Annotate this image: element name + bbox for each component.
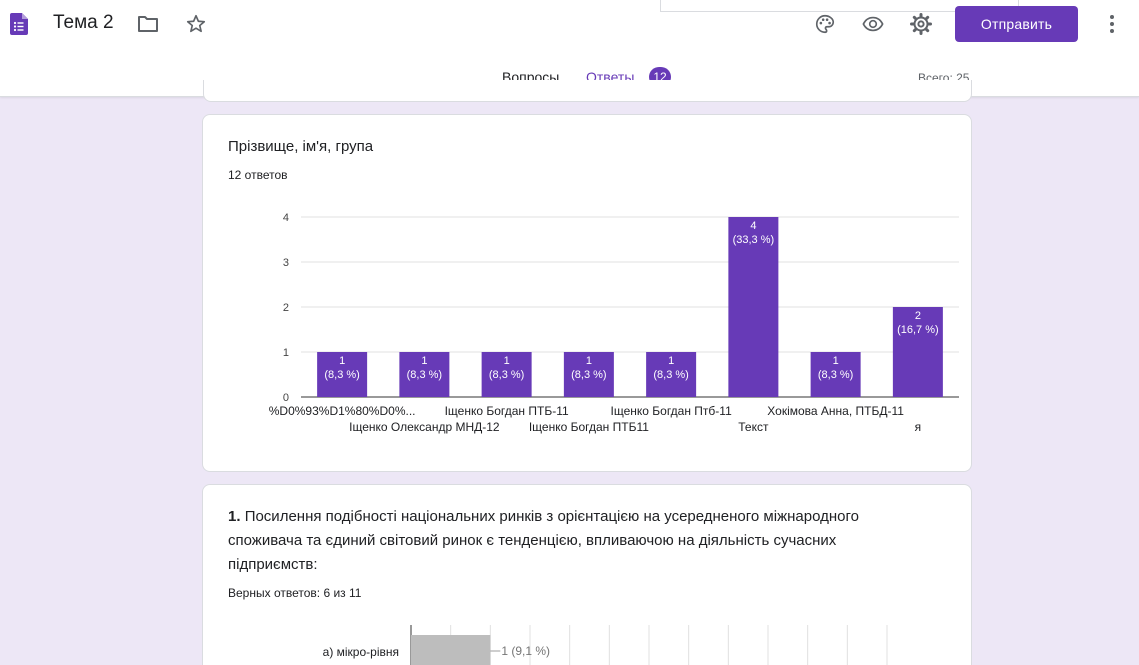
bar bbox=[892, 307, 943, 397]
x-tick-label: %D0%93%D1%80%D0%... bbox=[269, 404, 416, 418]
y-tick-label: 3 bbox=[283, 257, 289, 269]
bar bbox=[728, 217, 779, 397]
bar-percent-label: (33,3 %) bbox=[733, 234, 775, 246]
bar-percent-label: (8,3 %) bbox=[407, 369, 442, 381]
gear-icon[interactable] bbox=[909, 12, 933, 36]
bar-value-label: 1 bbox=[504, 355, 510, 367]
bar-value-label: 1 bbox=[668, 355, 674, 367]
bar-percent-label: (16,7 %) bbox=[897, 324, 939, 336]
bar-percent-label: (8,3 %) bbox=[653, 369, 688, 381]
response-count: 12 ответов bbox=[228, 168, 288, 182]
question-number: 1. bbox=[228, 508, 241, 525]
bar-value-label: 1 bbox=[833, 355, 839, 367]
bar bbox=[411, 635, 491, 665]
x-tick-label: Іщенко Олександр МНД-12 bbox=[349, 420, 500, 434]
bar bbox=[317, 352, 368, 397]
question-title: 1. Посилення подібності національних рин… bbox=[228, 505, 918, 577]
form-title[interactable]: Тема 2 bbox=[53, 12, 114, 33]
eye-icon[interactable] bbox=[861, 12, 885, 36]
question-card-1: 1. Посилення подібності національних рин… bbox=[202, 484, 972, 665]
bar-percent-label: (8,3 %) bbox=[818, 369, 853, 381]
question-text: Посилення подібності національних ринків… bbox=[228, 508, 859, 573]
palette-icon[interactable] bbox=[813, 12, 837, 36]
x-tick-label: Іщенко Богдан ПТБ11 bbox=[529, 420, 649, 434]
star-icon[interactable] bbox=[184, 12, 208, 36]
x-tick-label: Іщенко Богдан ПТБ-11 bbox=[445, 404, 569, 418]
correct-answers-count: Верных ответов: 6 из 11 bbox=[228, 586, 362, 600]
x-tick-label: Іщенко Богдан Птб-11 bbox=[611, 404, 733, 418]
send-button[interactable]: Отправить bbox=[955, 6, 1078, 42]
more-vert-icon[interactable] bbox=[1100, 12, 1124, 36]
bar bbox=[481, 352, 532, 397]
question-card-name: Прізвище, ім'я, група 12 ответов 0 1 2 3 4 1 (… bbox=[202, 114, 972, 472]
folder-icon[interactable] bbox=[136, 12, 160, 36]
bar-percent-label: (8,3 %) bbox=[571, 369, 606, 381]
y-tick-label: 1 bbox=[283, 347, 289, 359]
y-tick-label: 0 bbox=[283, 392, 289, 404]
responses-bar-chart: 0 1 2 3 4 1 (8,3 %) %D0%93%D1%80%D0%... 1 (8,3 %)… bbox=[269, 212, 959, 434]
y-category-label: а) мікро-рівня bbox=[323, 645, 399, 659]
previous-card bbox=[203, 80, 972, 102]
y-tick-label: 4 bbox=[283, 212, 289, 224]
x-tick-label: я bbox=[915, 420, 922, 434]
forms-doc-icon[interactable] bbox=[10, 13, 28, 35]
bar-value-label: 1 bbox=[586, 355, 592, 367]
question-title: Прізвище, ім'я, група bbox=[228, 138, 374, 155]
bar bbox=[399, 352, 450, 397]
bar-value-label: 1 bbox=[421, 355, 427, 367]
bar-percent-label: (8,3 %) bbox=[324, 369, 359, 381]
y-tick-label: 2 bbox=[283, 302, 289, 314]
x-tick-label: Хокімова Анна, ПТБД-11 bbox=[767, 404, 904, 418]
bar bbox=[563, 352, 614, 397]
bar-value-label: 4 bbox=[750, 220, 756, 232]
bar-percent-label: (8,3 %) bbox=[489, 369, 524, 381]
answers-hbar-chart: а) мікро-рівня 1 (9,1 %) bbox=[323, 625, 888, 665]
bar bbox=[646, 352, 697, 397]
bar-value-label: 1 (9,1 %) bbox=[501, 644, 550, 658]
bar-value-label: 1 bbox=[339, 355, 345, 367]
bar bbox=[810, 352, 861, 397]
bar-value-label: 2 bbox=[915, 310, 921, 322]
x-tick-label: Текст bbox=[738, 420, 769, 434]
